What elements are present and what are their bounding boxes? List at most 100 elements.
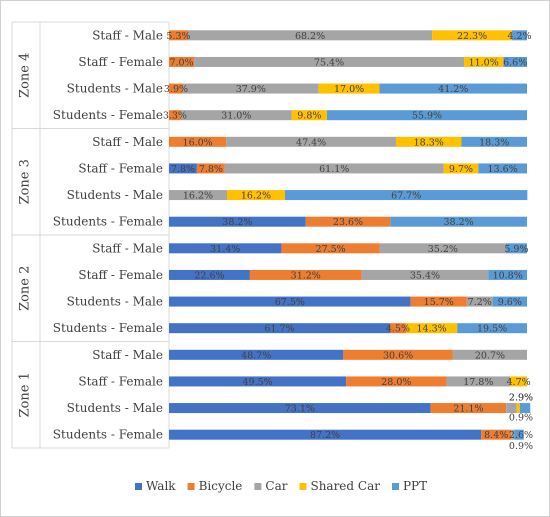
category-label: Students - Female — [53, 215, 163, 229]
bar-segment-car — [169, 190, 227, 201]
legend-label: Car — [265, 479, 287, 493]
data-label: 2.9% — [509, 393, 533, 404]
data-label: 38.2% — [222, 217, 252, 228]
bar-segment-bicycle — [196, 163, 225, 174]
bar-segment-car — [361, 269, 489, 280]
bar-segment-bicycle — [169, 30, 188, 41]
bar-segment-shared-car — [510, 376, 527, 387]
bar-segment-ppt — [379, 83, 527, 94]
data-label: 16.2% — [183, 191, 213, 202]
bar-segment-car — [187, 30, 433, 41]
data-label: 38.2% — [444, 217, 474, 228]
bar-segment-bicycle — [343, 349, 453, 360]
data-label: 19.5% — [477, 324, 507, 335]
category-label: Staff - Female — [78, 374, 163, 388]
data-label: 22.6% — [194, 270, 224, 281]
category-label: Students - Male — [67, 295, 163, 309]
data-label: 31.2% — [291, 270, 321, 281]
bar-segment-bicycle — [389, 323, 406, 334]
bar-segment-shared-car — [226, 190, 285, 201]
legend-label: Walk — [146, 479, 176, 493]
legend-label: Shared Car — [310, 479, 380, 493]
data-label: 27.5% — [316, 244, 346, 255]
bar-segment-shared-car — [463, 56, 504, 67]
data-label: 3.9% — [164, 84, 188, 95]
bar-segment-walk — [169, 429, 482, 440]
data-label: 15.7% — [424, 297, 454, 308]
category-label: Staff - Male — [92, 241, 163, 255]
bar-segment-ppt — [503, 56, 527, 67]
bar-segment-ppt — [488, 269, 527, 280]
category-label: Staff - Female — [78, 55, 163, 69]
bar-segment-shared-car — [432, 30, 512, 41]
data-label: 11.0% — [469, 57, 499, 68]
data-label: 13.6% — [488, 164, 518, 175]
category-label: Students - Male — [67, 188, 163, 202]
data-label: 37.9% — [236, 84, 266, 95]
data-label: 5.3% — [166, 31, 190, 42]
category-label: Staff - Male — [92, 135, 163, 149]
bar-segment-car — [446, 376, 511, 387]
category-label: Students - Female — [53, 108, 163, 122]
data-label: 41.2% — [438, 84, 468, 95]
data-label: 9.7% — [449, 164, 473, 175]
legend-swatch-ppt — [391, 483, 399, 490]
data-label: 67.5% — [275, 297, 305, 308]
bar-segment-shared-car — [291, 110, 327, 121]
data-label: 47.4% — [296, 137, 326, 148]
data-label: 4.2% — [507, 31, 531, 42]
data-label: 6.6% — [503, 57, 527, 68]
category-label: Staff - Female — [78, 161, 163, 175]
data-label: 4.5% — [386, 324, 410, 335]
category-label: Students - Female — [53, 428, 163, 442]
data-label: 16.0% — [183, 137, 213, 148]
category-label: Students - Male — [67, 401, 163, 415]
legend-label: Bicycle — [199, 479, 243, 493]
bar-segment-bicycle — [169, 110, 181, 121]
data-label: 7.8% — [171, 164, 195, 175]
bar-segment-shared-car — [395, 136, 462, 147]
bar-segment-ppt — [457, 323, 527, 334]
data-label: 61.1% — [319, 164, 349, 175]
bar-segment-ppt — [326, 110, 527, 121]
data-label: 21.1% — [453, 404, 483, 415]
data-label: 35.4% — [410, 270, 440, 281]
legend-swatch-walk — [135, 483, 142, 490]
data-label: 5.9% — [504, 244, 528, 255]
bar-segment-ppt — [284, 190, 528, 201]
data-label: 7.0% — [169, 57, 193, 68]
bar-segment-car — [466, 296, 493, 307]
data-label: 35.2% — [428, 244, 458, 255]
zone-label: Zone 3 — [18, 159, 33, 204]
data-label: 55.9% — [412, 111, 442, 122]
bar-segment-ppt — [478, 163, 527, 174]
legend-swatch-shared-car — [299, 483, 307, 490]
bar-segment-bicycle — [169, 56, 195, 67]
data-label: 2.6% — [509, 430, 533, 441]
category-label: Staff - Male — [92, 28, 163, 42]
data-label: 0.9% — [509, 413, 533, 424]
bar-segment-car — [511, 429, 515, 440]
bar-segment-walk — [169, 269, 250, 280]
data-label: 9.8% — [297, 111, 321, 122]
data-label: 18.3% — [414, 137, 444, 148]
bar-segment-ppt — [461, 136, 527, 147]
bar-segment-bicycle — [305, 216, 391, 227]
bar-segment-car — [452, 349, 527, 360]
bar-segment-shared-car — [516, 403, 520, 414]
data-label: 22.3% — [457, 31, 487, 42]
data-label: 8.4% — [484, 430, 508, 441]
data-label: 16.2% — [241, 191, 271, 202]
data-label: 28.0% — [381, 377, 411, 388]
bar-segment-ppt — [511, 30, 527, 41]
zone-label: Zone 1 — [18, 372, 33, 417]
bar-segment-walk — [169, 349, 344, 360]
data-label: 2.9% — [509, 393, 533, 404]
bar-segment-car — [379, 243, 506, 254]
data-label: 4.7% — [507, 377, 531, 388]
category-label: Staff - Female — [78, 268, 163, 282]
data-label: 48.7% — [241, 350, 271, 361]
bar-segment-bicycle — [249, 269, 362, 280]
bar-segment-car — [506, 403, 517, 414]
